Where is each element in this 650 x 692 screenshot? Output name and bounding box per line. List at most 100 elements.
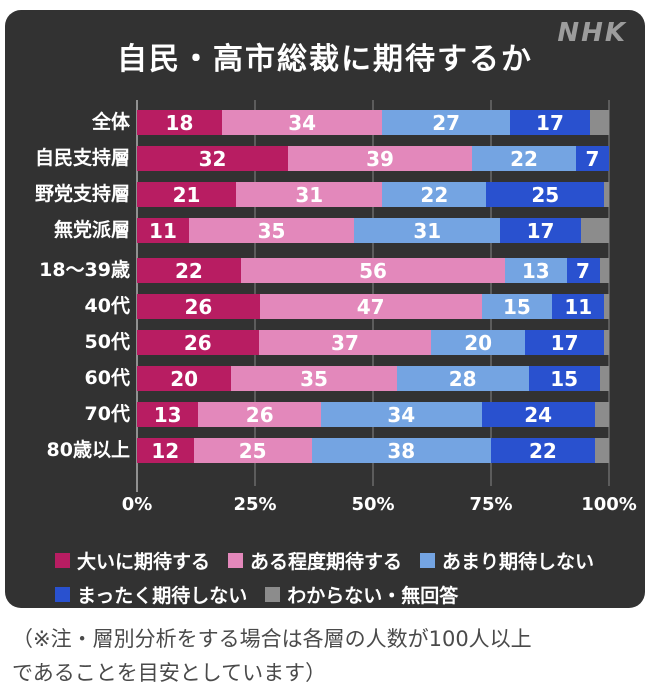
legend-item: 大いに期待する — [55, 547, 210, 574]
segment-value: 7 — [576, 258, 590, 283]
segment-value: 22 — [528, 438, 557, 463]
bar-stack: 26 37 20 17 — [137, 330, 609, 355]
bar-segment: 56 — [240, 258, 506, 283]
segment-value: 26 — [183, 330, 212, 355]
bar-segment: 24 — [481, 402, 595, 427]
segment-value: 25 — [531, 182, 560, 207]
bar-segment: 22 — [490, 438, 595, 463]
bar-segment: 26 — [137, 294, 260, 319]
legend-label: まったく期待しない — [77, 584, 248, 607]
segment-value: 17 — [550, 330, 579, 355]
segment-value: 13 — [153, 402, 182, 427]
bar-segment: 13 — [137, 402, 199, 427]
bar-segment: 34 — [321, 402, 482, 427]
bar-segment — [594, 438, 609, 463]
x-tick-label: 50% — [351, 494, 395, 515]
bar-segment: 15 — [481, 294, 553, 319]
bar-segment — [594, 402, 609, 427]
segment-value: 28 — [448, 366, 477, 391]
bar-segment: 18 — [137, 110, 222, 135]
bar-segment: 26 — [198, 402, 322, 427]
segment-value: 15 — [503, 294, 531, 319]
bar-segment: 25 — [486, 182, 605, 207]
legend-swatch — [265, 586, 281, 602]
bar-segment: 13 — [505, 258, 567, 283]
segment-value: 22 — [420, 182, 449, 207]
bar-segment: 38 — [311, 438, 491, 463]
segment-value: 47 — [356, 294, 385, 319]
bar-segment: 22 — [472, 146, 576, 171]
segment-value: 26 — [184, 294, 213, 319]
category-label: 70代 — [84, 403, 130, 425]
legend-label: ある程度期待する — [250, 550, 403, 573]
footnote-line-2: であることを目安としています） — [12, 661, 327, 685]
bar-segment: 11 — [137, 218, 189, 243]
segment-value: 27 — [432, 110, 461, 135]
stacked-bar-chart: 全体 18 34 27 17 自民支持層 32 39 22 7 野党支持層 21 31 22 25 無党派層 1… — [5, 100, 645, 530]
bar-segment: 7 — [575, 146, 609, 171]
segment-value: 11 — [564, 294, 593, 319]
bar-segment: 25 — [193, 438, 312, 463]
segment-value: 13 — [521, 258, 550, 283]
bar-segment — [599, 258, 609, 283]
nhk-logo: NHK — [557, 18, 627, 48]
bar-stack: 11 35 31 17 — [137, 218, 609, 243]
gridline — [490, 100, 492, 486]
x-tick-label: 25% — [233, 494, 277, 515]
bar-row: 自民支持層 32 39 22 7 — [5, 146, 645, 171]
segment-value: 35 — [257, 218, 286, 243]
bar-segment: 37 — [258, 330, 432, 355]
category-label: 80歳以上 — [46, 439, 130, 461]
bar-row: 18〜39歳 22 56 13 7 — [5, 258, 645, 283]
segment-value: 34 — [387, 402, 416, 427]
bar-segment: 39 — [288, 146, 473, 171]
bar-segment: 12 — [137, 438, 194, 463]
legend-item: まったく期待しない — [55, 581, 247, 608]
footnote: （※注・層別分析をする場合は各層の人数が100人以上 であることを目安としていま… — [12, 622, 642, 690]
legend-item: ある程度期待する — [228, 547, 402, 574]
bar-row: 80歳以上 12 25 38 22 — [5, 438, 645, 463]
bar-row: 70代 13 26 34 24 — [5, 402, 645, 427]
legend-line: まったく期待しない わからない・無回答 — [55, 577, 635, 611]
bar-segment: 34 — [221, 110, 383, 135]
bar-segment — [604, 182, 609, 207]
bar-segment: 31 — [236, 182, 383, 207]
legend-label: わからない・無回答 — [287, 584, 459, 607]
x-tick-label: 0% — [121, 494, 153, 515]
segment-value: 56 — [359, 258, 387, 283]
segment-value: 18 — [165, 110, 194, 135]
segment-value: 17 — [526, 218, 555, 243]
segment-value: 24 — [524, 402, 553, 427]
segment-value: 37 — [331, 330, 359, 355]
chart-rows: 全体 18 34 27 17 自民支持層 32 39 22 7 野党支持層 21 31 22 25 無党派層 1… — [5, 110, 645, 474]
legend-swatch — [55, 586, 70, 602]
bar-segment: 35 — [188, 218, 355, 243]
legend: 大いに期待する ある程度期待する あまり期待しないまったく期待しない わからない・無回… — [55, 543, 635, 611]
gridline — [372, 100, 374, 486]
category-label: 60代 — [84, 367, 130, 389]
bar-segment: 17 — [524, 330, 605, 355]
legend-label: あまり期待しない — [442, 550, 595, 573]
bar-segment: 22 — [137, 258, 241, 283]
bar-row: 60代 20 35 28 15 — [5, 366, 645, 391]
category-label: 全体 — [91, 111, 130, 133]
bar-stack: 21 31 22 25 — [137, 182, 609, 207]
bar-segment: 47 — [259, 294, 482, 319]
legend-line: 大いに期待する ある程度期待する あまり期待しない — [55, 543, 635, 577]
bar-segment: 7 — [566, 258, 600, 283]
bar-segment — [590, 110, 609, 135]
bar-row: 無党派層 11 35 31 17 — [5, 218, 645, 243]
bar-stack: 12 25 38 22 — [137, 438, 609, 463]
bar-segment: 27 — [382, 110, 510, 135]
bar-row: 50代 26 37 20 17 — [5, 330, 645, 355]
segment-value: 7 — [585, 146, 600, 171]
legend-swatch — [420, 552, 436, 568]
footnote-line-1: （※注・層別分析をする場合は各層の人数が100人以上 — [12, 627, 532, 651]
bar-stack: 13 26 34 24 — [137, 402, 609, 427]
bar-segment: 32 — [137, 146, 289, 171]
segment-value: 38 — [387, 438, 416, 463]
bar-stack: 18 34 27 17 — [137, 110, 609, 135]
x-tick-label: 75% — [469, 494, 513, 515]
legend-swatch — [228, 552, 244, 568]
bar-segment — [599, 366, 609, 391]
